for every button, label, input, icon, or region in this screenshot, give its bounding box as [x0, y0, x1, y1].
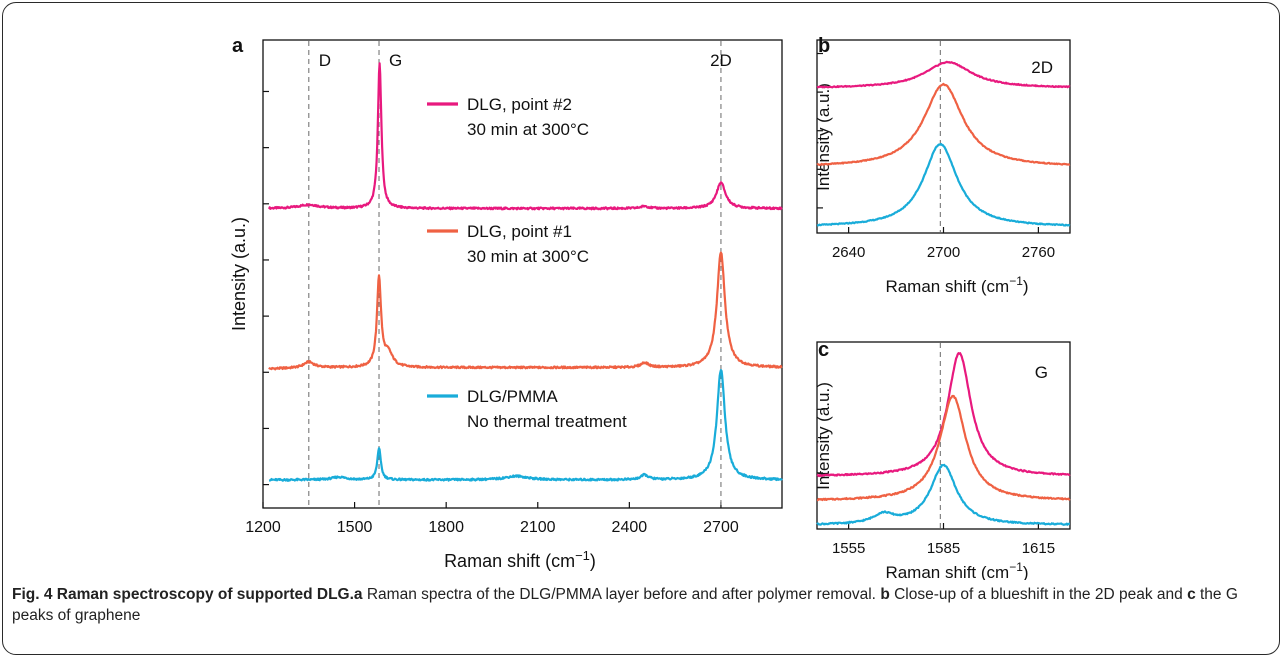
panel-c-y-axis-label: Intensity (a.u.) — [814, 382, 833, 490]
panel-a-y-axis-label: Intensity (a.u.) — [229, 217, 249, 331]
panel-b-x-axis-label: Raman shift (cm−1) — [885, 274, 1028, 296]
panel-c-axes-box — [816, 341, 1071, 530]
panel-c-letter: c — [818, 339, 829, 361]
panel-c-peak-label: G — [1035, 363, 1048, 382]
panel-b-x-tick-label: 2700 — [927, 244, 960, 261]
panel-b-x-tick-label: 2760 — [1022, 244, 1055, 261]
panel-a-peak-label: 2D — [710, 51, 732, 70]
panel-a-peak-label: D — [319, 51, 331, 70]
caption-fig-title: Fig. 4 Raman spectroscopy of supported D… — [12, 586, 354, 603]
figure-canvas: a 1200 1500 1800 2100 2400 2700 Raman shift (cm… — [229, 35, 1071, 580]
panel-b-series-2-line — [816, 82, 1071, 166]
panel-a-legend-note: No thermal treatment — [467, 412, 627, 431]
panel-a-legend-name: DLG, point #1 — [467, 222, 572, 241]
panel-a-x-tick-label: 1500 — [337, 519, 373, 536]
panel-a-series-1-line — [268, 62, 783, 211]
panel-a-letter: a — [232, 35, 244, 57]
panel-c-series-3-line — [816, 463, 1071, 526]
panel-b-y-axis-label: Intensity (a.u.) — [814, 83, 833, 191]
panel-a-legend-name: DLG, point #2 — [467, 95, 572, 114]
panel-c-x-tick-label: 1585 — [927, 540, 960, 557]
caption-b-label: b — [880, 586, 890, 603]
panel-a-x-tick-label: 2100 — [520, 519, 556, 536]
panel-a-x-tick-label: 2400 — [612, 519, 648, 536]
panel-a-x-axis-label: Raman shift (cm−1) — [444, 548, 596, 571]
panel-a-series-2-line — [268, 251, 783, 371]
panel-c-series-1-line — [816, 352, 1071, 478]
panel-a-legend-note: 30 min at 300°C — [467, 120, 589, 139]
caption-a-label: a — [353, 586, 363, 603]
caption-a-text: Raman spectra of the DLG/PMMA layer befo… — [362, 586, 881, 603]
panel-c-series-2-line — [816, 394, 1071, 502]
panel-a-x-tick-label: 1200 — [245, 519, 281, 536]
panel-b-series-1-line — [816, 60, 1071, 89]
panel-a-legend-name: DLG/PMMA — [467, 387, 558, 406]
caption-c-text: the G peaks of graphene — [12, 586, 1238, 624]
panel-c-x-tick-label: 1555 — [832, 540, 865, 557]
panel-c-x-tick-label: 1615 — [1022, 540, 1055, 557]
panel-b-peak-label: 2D — [1031, 58, 1053, 77]
panel-c-x-axis-label: Raman shift (cm−1) — [885, 560, 1028, 580]
panel-b-x-tick-label: 2640 — [832, 244, 865, 261]
panel-a-axes-box — [262, 39, 783, 509]
panel-a-x-tick-label: 2700 — [703, 519, 739, 536]
caption-c-label: c — [1187, 586, 1196, 603]
panel-a-peak-label: G — [389, 51, 402, 70]
panel-a-series-3-line — [268, 369, 783, 482]
panel-b-series-3-line — [816, 142, 1071, 227]
caption-b-text: Close-up of a blueshift in the 2D peak a… — [889, 586, 1188, 603]
panel-a-legend-note: 30 min at 300°C — [467, 247, 589, 266]
panel-a-x-tick-label: 1800 — [428, 519, 464, 536]
figure-caption: Fig. 4 Raman spectroscopy of supported D… — [12, 584, 1252, 626]
